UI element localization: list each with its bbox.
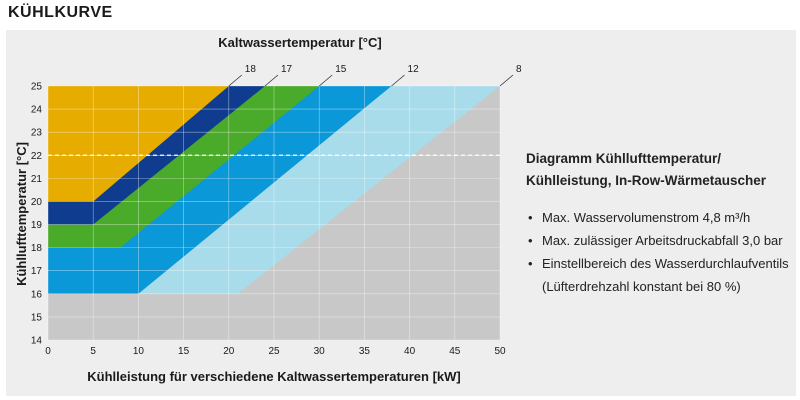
x-tick-label: 5 <box>90 346 96 357</box>
x-tick-label: 20 <box>223 346 235 357</box>
y-tick-label: 14 <box>31 336 43 347</box>
x-tick-label: 15 <box>178 346 190 357</box>
y-tick-label: 24 <box>31 105 43 116</box>
y-tick-label: 23 <box>31 128 43 139</box>
series-label: 8 <box>516 64 522 75</box>
x-tick-label: 35 <box>359 346 371 357</box>
y-tick-label: 17 <box>31 266 43 277</box>
x-tick-label: 10 <box>133 346 145 357</box>
bullet-icon: • <box>528 233 533 248</box>
bullet-icon: • <box>528 256 533 271</box>
x-tick-label: 40 <box>404 346 416 357</box>
chart-panel: Kaltwassertemperatur [°C] 8 12 15 17 18 0 5 10 1… <box>6 30 796 396</box>
y-tick-label: 19 <box>31 220 43 231</box>
info-list: • Max. Wasservolumenstrom 4,8 m³/h • Max… <box>526 206 796 298</box>
x-tick-label: 30 <box>314 346 326 357</box>
info-title: Diagramm Kühllufttemperatur/ Kühlleistun… <box>526 148 796 192</box>
y-tick-label: 21 <box>31 174 43 185</box>
series-leader-line <box>264 74 279 87</box>
info-item-text: Max. Wasservolumenstrom 4,8 m³/h <box>542 210 751 225</box>
y-tick-label: 25 <box>31 82 43 93</box>
x-axis-label: Kühlleistung für verschiedene Kaltwasser… <box>87 369 460 384</box>
x-tick-label: 45 <box>449 346 461 357</box>
info-item: • Max. Wasservolumenstrom 4,8 m³/h <box>526 206 796 229</box>
info-item: • Einstellbereich des Wasserdurchlaufven… <box>526 252 796 298</box>
series-label: 18 <box>245 64 257 75</box>
y-tick-label: 22 <box>31 151 43 162</box>
series-leader-line <box>499 74 514 87</box>
y-axis-label: Kühllufttemperatur [°C] <box>14 142 29 286</box>
series-leader-line <box>318 74 333 87</box>
y-tick-label: 16 <box>31 289 43 300</box>
info-item-text: Einstellbereich des Wasserdurchlaufventi… <box>542 256 789 271</box>
x-tick-label: 50 <box>494 346 506 357</box>
info-item: • Max. zulässiger Arbeitsdruckabfall 3,0… <box>526 229 796 252</box>
series-label: 12 <box>408 64 420 75</box>
info-title-line2: Kühlleistung, In-Row-Wärmetauscher <box>526 173 767 188</box>
info-item-text: Max. zulässiger Arbeitsdruckabfall 3,0 b… <box>542 233 783 248</box>
y-tick-label: 20 <box>31 197 43 208</box>
y-tick-label: 15 <box>31 312 43 323</box>
chart-title: Kaltwassertemperatur [°C] <box>218 35 381 50</box>
page-title: KÜHLKURVE <box>8 4 113 21</box>
info-box: Diagramm Kühllufttemperatur/ Kühlleistun… <box>526 148 796 298</box>
bullet-icon: • <box>528 210 533 225</box>
info-title-line1: Diagramm Kühllufttemperatur/ <box>526 151 722 166</box>
series-label: 15 <box>335 64 347 75</box>
series-leader-line <box>391 74 405 87</box>
info-item-subtext: (Lüfterdrehzahl konstant bei 80 %) <box>542 279 741 294</box>
series-leader-line <box>228 74 243 87</box>
series-label: 17 <box>281 64 293 75</box>
x-tick-label: 0 <box>45 346 51 357</box>
x-tick-label: 25 <box>268 346 280 357</box>
y-tick-label: 18 <box>31 243 43 254</box>
cooling-curve-chart: Kaltwassertemperatur [°C] 8 12 15 17 18 0 5 10 1… <box>14 35 522 384</box>
